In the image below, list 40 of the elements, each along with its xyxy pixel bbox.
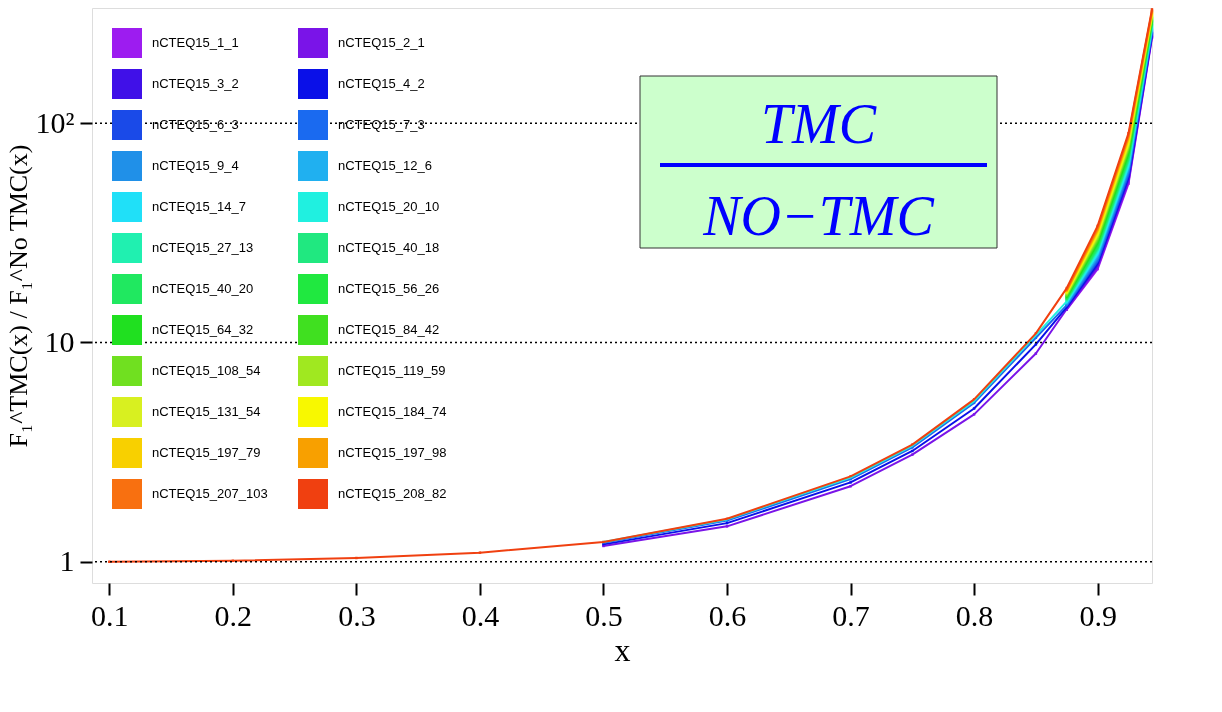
legend-label: nCTEQ15_197_98 [338,445,447,460]
legend-label: nCTEQ15_12_6 [338,158,432,173]
x-tick-label: 0.3 [338,598,376,632]
legend-label: nCTEQ15_6_3 [152,117,239,132]
legend-label: nCTEQ15_14_7 [152,199,246,214]
legend-label: nCTEQ15_131_54 [152,404,261,419]
x-tick-label: 0.4 [461,598,500,632]
legend-label: nCTEQ15_1_1 [152,35,239,50]
y-tick-label: 10² [35,105,75,139]
legend-label: nCTEQ15_9_4 [152,158,239,173]
y-tick-label: 1 [59,544,75,578]
legend-label: nCTEQ15_108_54 [152,363,261,378]
legend-label: nCTEQ15_40_20 [152,281,254,296]
x-tick-label: 0.2 [214,598,253,632]
annotation: NO−TMC [702,185,935,247]
y-tick-label: 10 [44,324,75,358]
legend-label: nCTEQ15_207_103 [152,486,268,501]
x-tick-label: 0.6 [708,598,747,632]
legend-label: nCTEQ15_184_74 [338,404,447,419]
legend-label: nCTEQ15_197_79 [152,445,261,460]
legend-label: nCTEQ15_3_2 [152,76,239,91]
legend-label: nCTEQ15_64_32 [152,322,254,337]
x-tick-label: 0.7 [832,598,870,632]
annotation: TMC [760,93,877,155]
legend-label: nCTEQ15_56_26 [338,281,440,296]
legend-label: nCTEQ15_7_3 [338,117,425,132]
legend-label: nCTEQ15_84_42 [338,322,440,337]
x-tick-label: 0.1 [91,598,129,632]
legend-label: nCTEQ15_40_18 [338,240,440,255]
legend-label: nCTEQ15_119_59 [338,363,446,378]
x-tick-label: 0.8 [955,598,994,632]
legend-label: nCTEQ15_20_10 [338,199,440,214]
x-tick-label: 0.9 [1079,598,1117,632]
y-axis-title: F₁^TMC(x) / F₁^No TMC(x) [3,144,33,448]
legend-label: nCTEQ15_2_1 [338,35,425,50]
x-axis-title: x [614,631,631,668]
legend-label: nCTEQ15_4_2 [338,76,425,91]
x-tick-label: 0.5 [585,598,623,632]
legend-label: nCTEQ15_208_82 [338,486,447,501]
legend-label: nCTEQ15_27_13 [152,240,254,255]
